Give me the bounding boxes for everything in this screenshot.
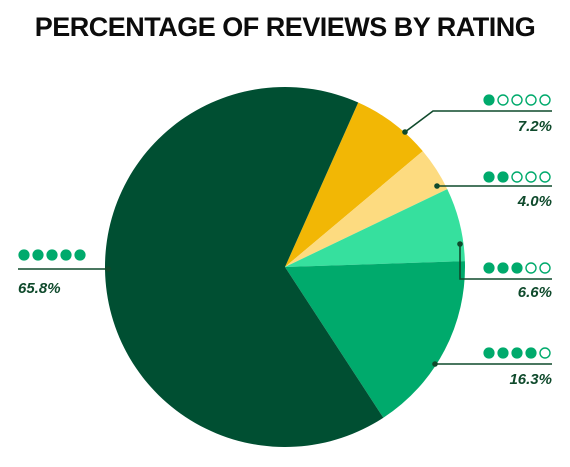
rating-bubble-empty-icon [539, 171, 551, 183]
rating-bubble-empty-icon [511, 94, 523, 106]
pie-slice-4-bubble [285, 261, 466, 418]
leader-dot-3 [457, 241, 463, 247]
rating-bubble-filled-icon [483, 171, 495, 183]
rating-bubble-filled-icon [511, 347, 523, 359]
pie-slice-5-bubble [104, 86, 384, 447]
percentage-label-1: 7.2% [518, 118, 552, 135]
rating-bubble-filled-icon [483, 94, 495, 106]
leader-dot-5 [105, 266, 111, 272]
rating-bubble-empty-icon [511, 171, 523, 183]
rating-bubble-empty-icon [497, 94, 509, 106]
percentage-label-4: 16.3% [509, 371, 552, 388]
pie-slice-3-bubble [285, 189, 465, 267]
leader-dot-2 [434, 183, 440, 189]
leader-line-3 [459, 244, 552, 280]
rating-bubble-filled-icon [60, 249, 72, 261]
rating-bubble-filled-icon [483, 347, 495, 359]
leader-dot-4 [432, 361, 438, 367]
percentage-label-2: 4.0% [517, 193, 552, 210]
rating-bubble-empty-icon [539, 94, 551, 106]
rating-bubble-filled-icon [18, 249, 30, 261]
chart-title: PERCENTAGE OF REVIEWS BY RATING [34, 12, 536, 42]
rating-bubble-empty-icon [525, 94, 537, 106]
percentage-label-5: 65.8% [18, 280, 61, 297]
rating-bubble-empty-icon [525, 171, 537, 183]
rating-bubble-filled-icon [74, 249, 86, 261]
rating-bubble-filled-icon [497, 347, 509, 359]
rating-bubble-filled-icon [525, 347, 537, 359]
rating-bubble-empty-icon [539, 347, 551, 359]
rating-bubble-filled-icon [46, 249, 58, 261]
rating-bubble-filled-icon [497, 171, 509, 183]
rating-bubble-filled-icon [483, 262, 495, 274]
pie-slice-2-bubble [285, 151, 448, 267]
pie-slice-1-bubble [285, 102, 423, 267]
rating-bubble-filled-icon [497, 262, 509, 274]
rating-bubble-empty-icon [525, 262, 537, 274]
rating-bubble-filled-icon [511, 262, 523, 274]
leader-dot-1 [402, 129, 408, 135]
rating-bubble-filled-icon [32, 249, 44, 261]
rating-bubble-empty-icon [539, 262, 551, 274]
percentage-label-3: 6.6% [518, 284, 552, 301]
leader-line-1 [404, 110, 552, 133]
